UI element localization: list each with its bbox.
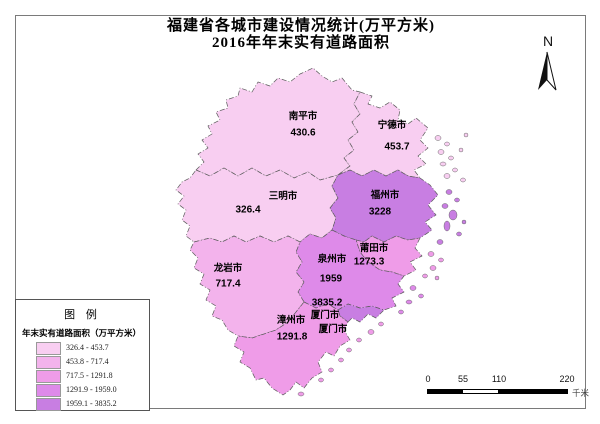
legend-row: 453.8 - 717.4 [36,355,149,369]
scale-tick-220: 220 [559,374,575,384]
legend-row: 326.4 - 453.7 [36,341,149,355]
legend-swatch-1 [36,342,61,355]
map-title: 福建省各城市建设情况统计(万平方米) 2016年年末实有道路面积 [15,18,587,52]
scale-tick-110: 110 [491,374,507,384]
legend-subtitle: 年末实有道路面积（万平方米） [22,328,142,338]
label-xiamen-name-2: 厦门市 [318,324,348,335]
legend-swatch-5 [36,398,61,411]
region-zhangzhou [233,301,351,396]
label-xiamen-value: 3835.2 [311,297,343,309]
legend-swatch-3 [36,370,61,383]
islands-ningde [434,132,469,183]
region-putian [355,235,423,277]
legend-row: 717.5 - 1291.8 [36,369,149,383]
label-fuzhou-name: 福州市 [370,190,400,201]
legend-row: 1959.1 - 3835.2 [36,397,149,411]
label-quanzhou-name: 泉州市 [317,254,347,265]
label-fuzhou-value: 3228 [368,206,392,218]
label-xiamen-name: 厦门市 [310,310,340,321]
legend-swatch-4 [36,384,61,397]
label-longyan-name: 龙岩市 [213,263,243,274]
label-zhangzhou-name: 漳州市 [276,315,306,326]
region-nanping [195,67,361,181]
scale-bar: 0 55 110 220 千米 [420,374,590,400]
label-putian-name: 莆田市 [359,243,389,254]
title-line2: 2016年年末实有道路面积 [211,35,390,51]
label-nanping-value: 430.6 [290,127,316,139]
region-fuzhou [329,169,439,243]
scale-bar-segments [427,389,568,394]
north-arrow: N [528,34,568,96]
legend-row: 1291.9 - 1959.0 [36,383,149,397]
title-line1: 福建省各城市建设情况统计(万平方米) [167,18,435,34]
legend-range-5: 1959.1 - 3835.2 [66,399,117,408]
legend-title: 图 例 [64,309,101,321]
label-quanzhou-value: 1959 [319,273,343,285]
scale-unit-label: 千米 [572,388,590,398]
label-ningde-name: 宁德市 [377,120,407,131]
region-xiamen [337,303,385,323]
legend-range-1: 326.4 - 453.7 [66,343,109,352]
label-putian-value: 1273.3 [353,256,385,268]
islands-fuzhou [436,189,467,245]
scale-segment-white [463,390,498,393]
scale-segment-black-1 [428,390,463,393]
label-zhangzhou-value: 1291.8 [276,331,308,343]
label-ningde-value: 453.7 [384,141,410,153]
scale-segment-black-2 [498,390,567,393]
north-arrow-label: N [542,33,554,49]
islands-zhangzhou [297,321,384,397]
legend-range-2: 453.8 - 717.4 [66,357,109,366]
islands-putian [422,251,444,281]
label-longyan-value: 717.4 [215,278,241,290]
islands-quanzhou [398,285,424,315]
legend-range-4: 1291.9 - 1959.0 [66,385,117,394]
label-sanming-value: 326.4 [235,204,261,216]
legend-range-3: 717.5 - 1291.8 [66,371,113,380]
label-sanming-name: 三明市 [268,191,298,202]
north-arrow-icon [538,51,557,91]
legend-swatch-2 [36,356,61,369]
legend-box: 图 例 年末实有道路面积（万平方米） 326.4 - 453.7 453.8 -… [15,299,150,411]
label-nanping-name: 南平市 [288,111,318,122]
scale-tick-55: 55 [457,374,469,384]
scale-tick-0: 0 [425,374,431,384]
map-frame-border [15,15,586,409]
